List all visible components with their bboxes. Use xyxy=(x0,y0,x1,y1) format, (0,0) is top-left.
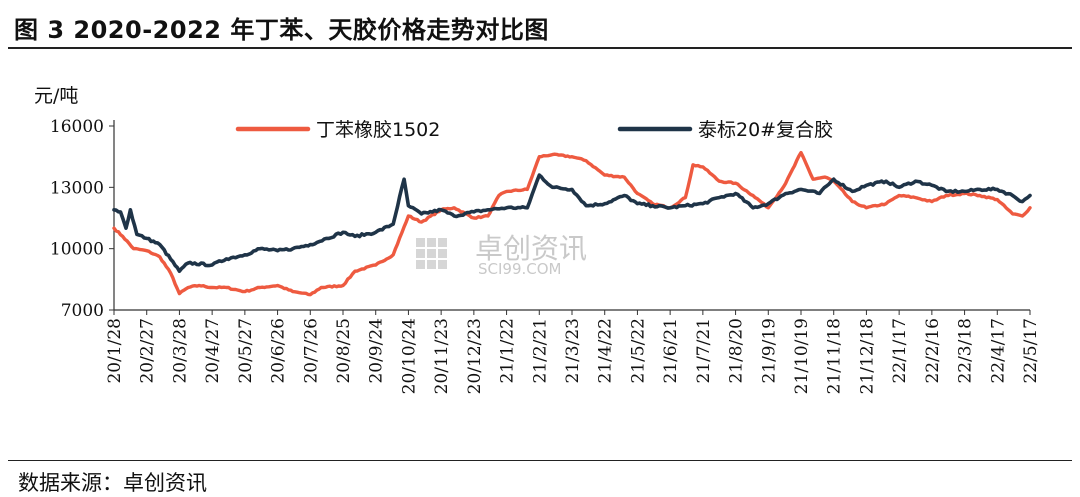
y-tick-label: 13000 xyxy=(50,178,104,198)
series-line-2 xyxy=(112,173,1032,273)
y-tick-label: 16000 xyxy=(50,117,104,137)
x-tick-label: 21/7/21 xyxy=(694,318,714,384)
x-tick-label: 21/12/18 xyxy=(857,318,877,394)
watermark-square xyxy=(427,249,436,258)
x-tick-label: 20/9/24 xyxy=(367,318,387,384)
watermark-en: SCI99.COM xyxy=(478,260,562,278)
x-tick-label: 21/6/21 xyxy=(661,318,681,384)
watermark-square xyxy=(416,260,425,269)
x-tick-label: 20/8/25 xyxy=(334,318,354,384)
x-tick-label: 21/10/19 xyxy=(792,318,812,394)
x-tick-label: 20/5/27 xyxy=(236,318,256,384)
y-tick-label: 10000 xyxy=(50,240,104,260)
legend-label-1: 丁苯橡胶1502 xyxy=(316,119,440,141)
watermark-square xyxy=(438,260,447,269)
x-tick-label: 22/1/17 xyxy=(890,318,910,384)
data-source: 数据来源：卓创资讯 xyxy=(18,471,207,495)
x-tick-label: 21/5/22 xyxy=(628,318,648,384)
watermark-logo: 卓创资讯 SCI99.COM xyxy=(416,232,587,278)
x-tick-label: 21/9/19 xyxy=(759,318,779,384)
x-tick-label: 21/4/22 xyxy=(596,318,616,384)
watermark-square xyxy=(438,238,447,247)
y-ticks: 7000 10000 13000 16000 xyxy=(50,117,114,321)
x-tick-label: 21/3/23 xyxy=(563,318,583,384)
watermark-square xyxy=(416,249,425,258)
legend-label-2: 泰标20#复合胶 xyxy=(698,119,833,141)
series-line-1 xyxy=(112,150,1032,297)
x-tick-label: 20/10/24 xyxy=(399,318,419,394)
x-tick-label: 22/5/17 xyxy=(1021,318,1041,384)
x-tick-label: 20/11/23 xyxy=(432,318,452,394)
x-ticks: 20/1/28 20/2/27 20/3/28 20/4/27 20/5/27 20/6/… xyxy=(105,310,1041,394)
x-tick-label: 21/8/20 xyxy=(727,318,747,384)
x-tick-label: 20/1/28 xyxy=(105,318,125,384)
title-rule xyxy=(8,47,1072,49)
y-axis-unit: 元/吨 xyxy=(34,85,78,107)
figure-title: 图 3 2020-2022 年丁苯、天胶价格走势对比图 xyxy=(14,16,549,44)
x-tick-label: 22/4/17 xyxy=(988,318,1008,384)
source-rule xyxy=(8,460,1072,461)
watermark-grid-icon xyxy=(416,238,447,269)
x-tick-label: 20/2/27 xyxy=(138,318,158,384)
watermark-square xyxy=(416,238,425,247)
watermark-square xyxy=(427,260,436,269)
x-tick-label: 21/11/18 xyxy=(825,318,845,394)
x-tick-label: 22/3/18 xyxy=(956,318,976,384)
x-tick-label: 22/2/16 xyxy=(923,318,943,384)
x-tick-label: 20/6/26 xyxy=(269,318,289,384)
series-group xyxy=(112,150,1032,297)
x-tick-label: 21/1/22 xyxy=(498,318,518,384)
watermark-cn: 卓创资讯 xyxy=(475,232,587,265)
axes xyxy=(113,120,1030,311)
x-tick-label: 20/3/28 xyxy=(170,318,190,384)
legend: 丁苯橡胶1502 泰标20#复合胶 xyxy=(235,119,833,141)
y-tick-label: 7000 xyxy=(61,301,104,321)
x-tick-label: 20/7/26 xyxy=(301,318,321,384)
line-chart: 卓创资讯 SCI99.COM 元/吨 7000 10000 13000 16000 2… xyxy=(34,85,1041,394)
watermark-square xyxy=(427,238,436,247)
x-tick-label: 20/4/27 xyxy=(203,318,223,384)
watermark-square xyxy=(438,249,447,258)
x-tick-label: 21/2/21 xyxy=(530,318,550,384)
x-tick-label: 20/12/23 xyxy=(465,318,485,394)
